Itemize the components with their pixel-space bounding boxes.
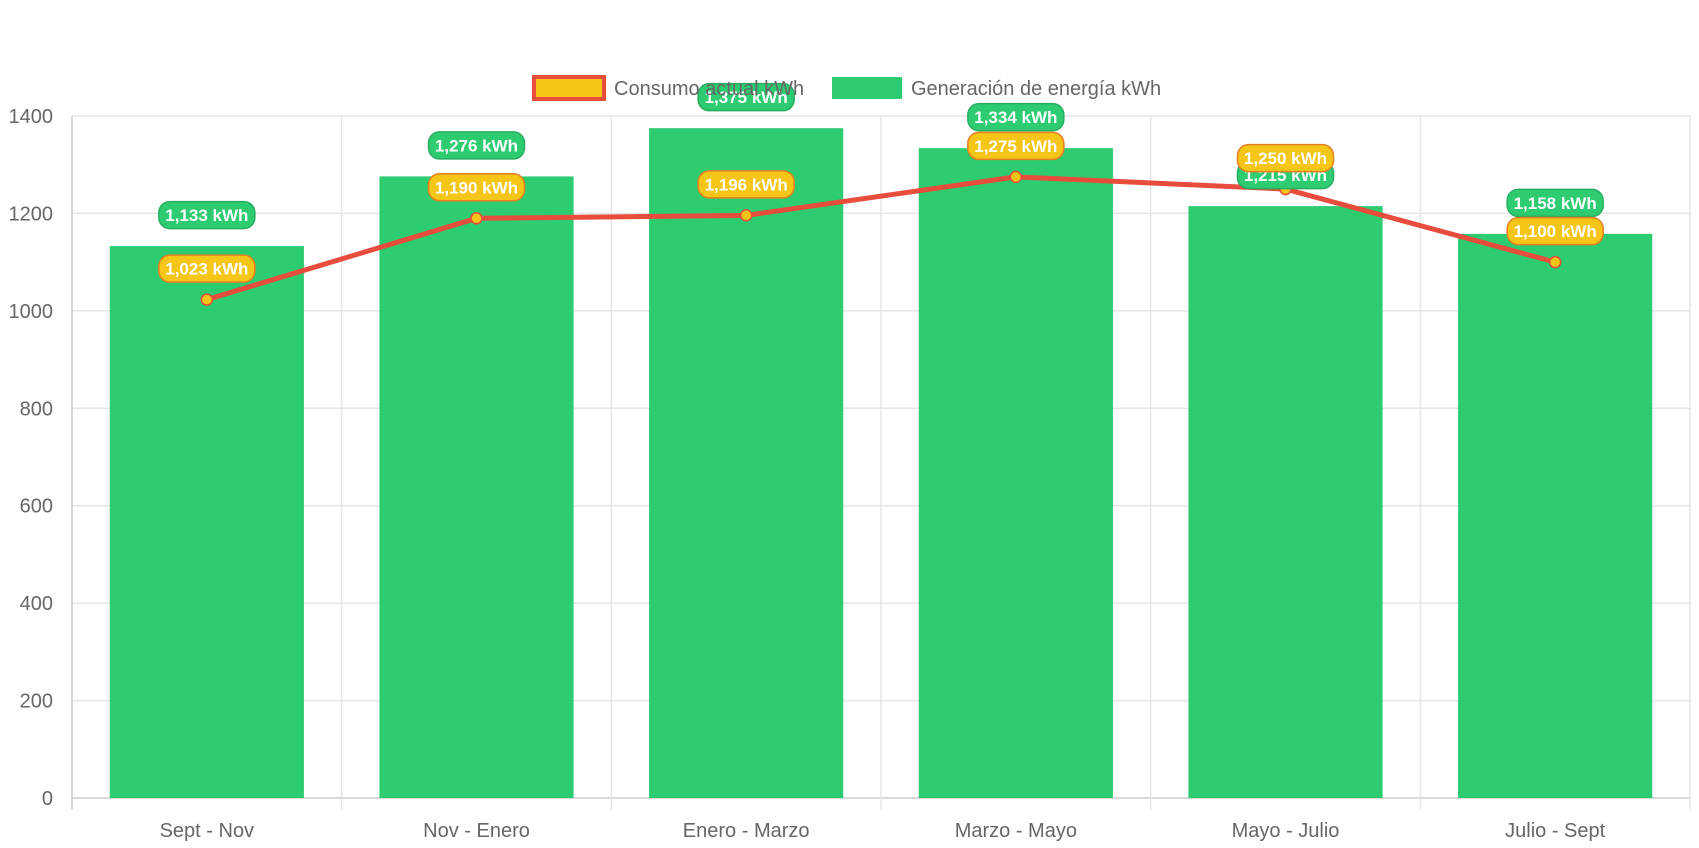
data-label-bg	[967, 131, 1065, 161]
data-label-bg	[967, 102, 1065, 132]
bar[interactable]	[649, 128, 844, 798]
data-label-text: 1,275 kWh	[974, 137, 1057, 156]
y-tick-label: 600	[20, 496, 53, 518]
x-tick-label: Nov - Enero	[423, 820, 530, 842]
line-point[interactable]	[739, 209, 753, 222]
data-label: 1,100 kWh	[1506, 216, 1604, 246]
y-tick-label: 1200	[9, 203, 54, 225]
data-label-text: 1,250 kWh	[1244, 149, 1327, 168]
bar[interactable]	[379, 176, 574, 799]
line-point[interactable]	[1548, 255, 1562, 269]
x-tick-label: Marzo - Mayo	[955, 820, 1077, 842]
data-label-bg	[1506, 188, 1604, 218]
data-label-bg	[427, 173, 526, 202]
line-point[interactable]	[470, 212, 483, 225]
bar[interactable]	[109, 246, 304, 798]
data-label-text: 1,190 kWh	[435, 178, 518, 197]
y-tick-label: 200	[20, 691, 53, 713]
data-label-bg	[427, 131, 526, 160]
y-tick-label: 0	[42, 788, 53, 810]
x-tick-label: Julio - Sept	[1505, 820, 1605, 842]
x-tick-label: Enero - Marzo	[683, 820, 810, 842]
data-label: 1,334 kWh	[967, 102, 1065, 132]
data-label: 1,133 kWh	[158, 200, 256, 230]
grid-layer	[71, 115, 1691, 810]
x-tick-label: Mayo - Julio	[1232, 820, 1340, 842]
line-point[interactable]	[200, 293, 214, 306]
data-label: 1,250 kWh	[1236, 143, 1335, 173]
bar[interactable]	[1188, 206, 1383, 798]
x-tick-label: Sept - Nov	[160, 820, 254, 842]
bar[interactable]	[918, 148, 1113, 798]
data-label-text: 1,196 kWh	[705, 175, 788, 194]
bar-layer	[109, 128, 1653, 799]
legend-swatch	[532, 75, 606, 101]
data-label: 1,196 kWh	[697, 170, 795, 199]
legend-layer[interactable]: Consumo actual kWh Generación de energía …	[532, 75, 1161, 101]
legend-label: Consumo actual kWh	[614, 78, 804, 100]
data-label-text: 1,100 kWh	[1514, 222, 1597, 241]
data-label-bg	[1236, 143, 1335, 173]
data-label: 1,276 kWh	[427, 131, 526, 160]
data-label: 1,375 kWh	[697, 82, 795, 112]
legend-item-consumo[interactable]: Consumo actual kWh	[532, 75, 804, 101]
data-label-text: 1,158 kWh	[1514, 194, 1597, 213]
y-tick-label: 400	[20, 593, 53, 615]
legend-item-generacion[interactable]: Generación de energía kWh	[832, 77, 1161, 100]
data-label-text: 1,023 kWh	[165, 260, 248, 279]
line-series	[206, 174, 1556, 303]
legend-swatch	[832, 77, 902, 99]
data-label: 1,158 kWh	[1506, 188, 1604, 218]
data-label-bg	[158, 254, 256, 283]
line-point[interactable]	[1009, 170, 1023, 184]
data-label-bg	[697, 170, 795, 199]
data-label-text: 1,334 kWh	[974, 108, 1057, 127]
data-label: 1,275 kWh	[967, 131, 1065, 161]
data-label-bg	[1506, 216, 1604, 246]
data-label-bg	[697, 82, 795, 112]
data-label: 1,190 kWh	[427, 173, 526, 202]
bar[interactable]	[1458, 233, 1653, 799]
axis-layer: 0 200 400 600 800 1000 1200 1400 Sept - Nov Nov -…	[9, 106, 1606, 842]
y-tick-label: 1000	[9, 301, 54, 323]
y-tick-label: 800	[20, 398, 53, 420]
data-label-text: 1,276 kWh	[435, 136, 518, 155]
data-label-bg	[158, 200, 256, 230]
y-tick-label: 1400	[9, 106, 54, 128]
legend-label: Generación de energía kWh	[911, 78, 1161, 100]
data-label-text: 1,375 kWh	[705, 88, 788, 107]
data-label: 1,023 kWh	[158, 254, 256, 283]
data-label-text: 1,133 kWh	[165, 206, 248, 225]
